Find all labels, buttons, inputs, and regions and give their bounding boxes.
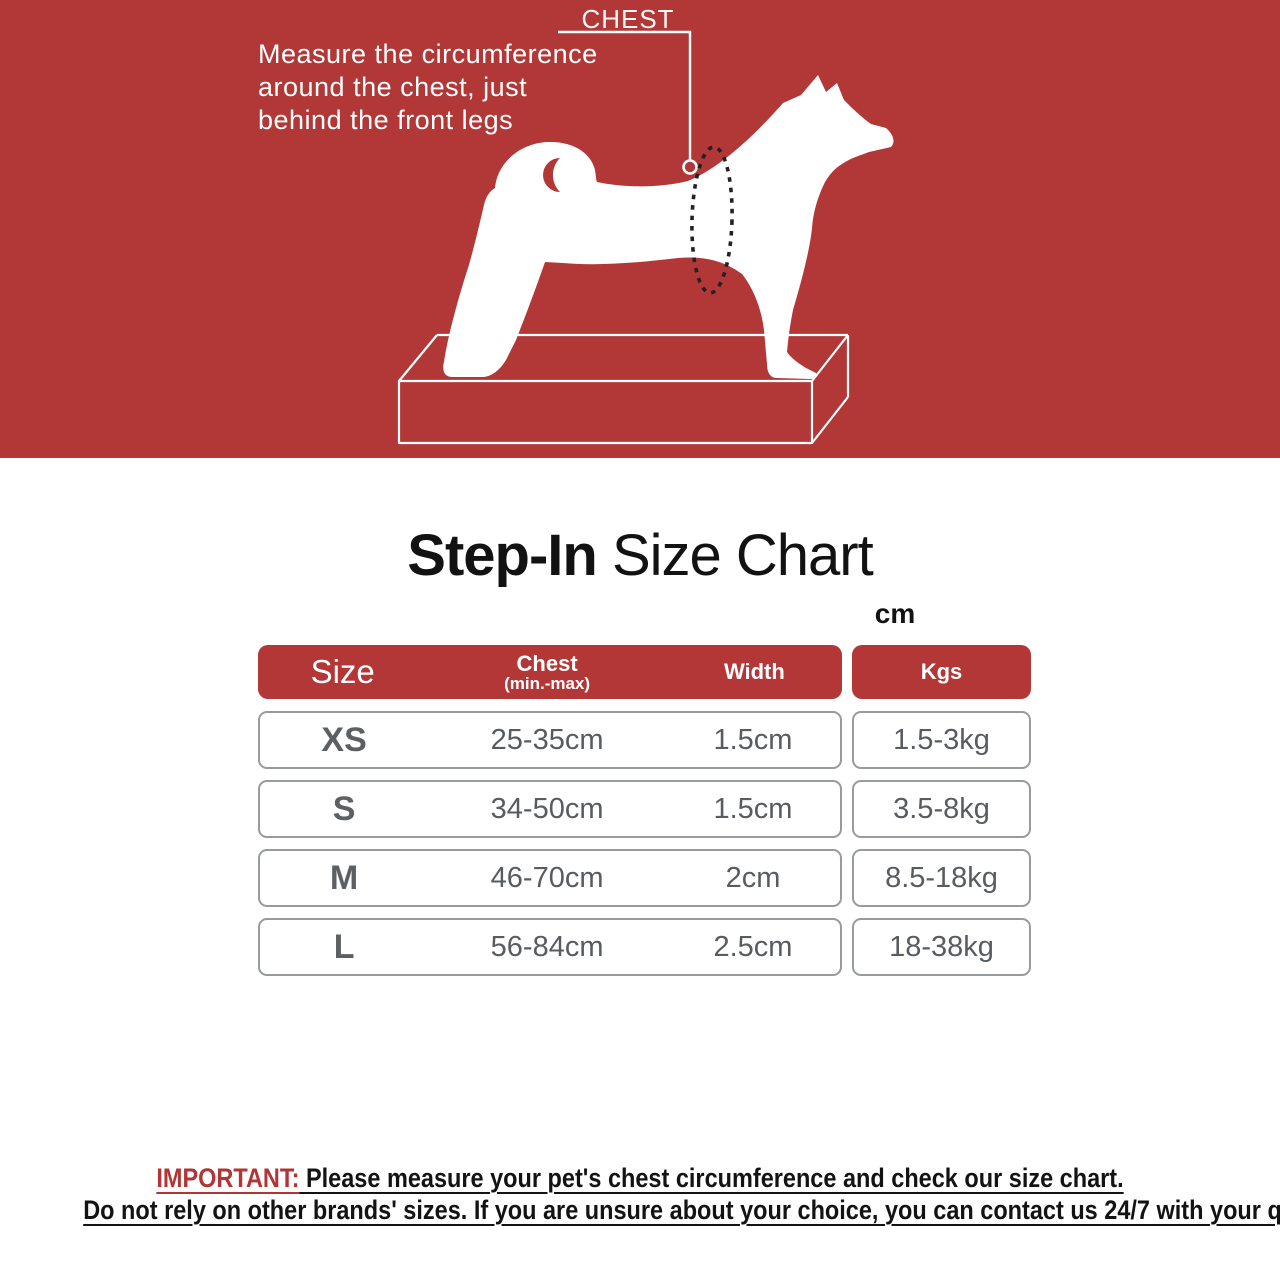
size-cell: XS	[321, 720, 367, 759]
instruction-text: Measure the circumference around the che…	[258, 38, 678, 137]
size-table: Size Chest (min.-max) Width XS 25-35cm 1…	[258, 645, 842, 987]
note-line-1: IMPORTANT: Please measure your pet's che…	[83, 1162, 1197, 1194]
table-row-m: M 46-70cm 2cm	[258, 849, 842, 907]
chest-cell: 46-70cm	[490, 861, 604, 894]
size-cell: M	[329, 858, 359, 897]
size-cell: S	[332, 789, 356, 828]
table-header: Size Chest (min.-max) Width	[258, 645, 842, 699]
important-label: IMPORTANT:	[156, 1163, 300, 1193]
important-note: IMPORTANT: Please measure your pet's che…	[0, 1162, 1280, 1226]
banner-graphics	[397, 30, 894, 445]
measurement-banner: CHEST Measure the circumference around t…	[0, 0, 1280, 458]
instruction-line-2: around the chest, just	[258, 72, 528, 102]
instruction-line-1: Measure the circumference	[258, 39, 598, 69]
chest-cell: 34-50cm	[490, 792, 604, 825]
chest-cell: 56-84cm	[490, 930, 604, 963]
header-width: Width	[723, 659, 785, 684]
chest-measure-ellipse	[690, 145, 734, 295]
note-line-2: Do not rely on other brands' sizes. If y…	[83, 1194, 1280, 1226]
header-chest-title: Chest	[516, 650, 578, 676]
unit-label: cm	[874, 598, 916, 629]
tail-curl-crescent	[543, 158, 560, 192]
instruction-line-3: behind the front legs	[258, 105, 514, 135]
chest-cell: 25-35cm	[490, 723, 604, 756]
header-kgs: Kgs	[852, 645, 1031, 699]
chest-pointer-line	[558, 30, 698, 175]
title-suffix: Size Chart	[596, 523, 874, 588]
header-chest: Chest (min.-max)	[427, 650, 666, 693]
note-line-1-text: Please measure your pet's chest circumfe…	[299, 1163, 1124, 1193]
note-line-2-text: Do not rely on other brands' sizes. If y…	[83, 1195, 1280, 1225]
width-cell: 2cm	[725, 861, 781, 894]
kgs-cell-l: 18-38kg	[852, 918, 1031, 976]
kgs-cell-s: 3.5-8kg	[852, 780, 1031, 838]
width-cell: 1.5cm	[713, 723, 793, 756]
chest-label: CHEST	[581, 4, 675, 34]
header-size: Size	[310, 653, 375, 690]
title-product-name: Step-In	[407, 523, 598, 588]
size-cell: L	[333, 927, 355, 966]
width-cell: 2.5cm	[713, 930, 793, 963]
kgs-table: Kgs 1.5-3kg 3.5-8kg 8.5-18kg 18-38kg	[852, 645, 1031, 987]
table-row-l: L 56-84cm 2.5cm	[258, 918, 842, 976]
width-cell: 1.5cm	[713, 792, 793, 825]
page-title: Step-In Size Chart	[0, 522, 1280, 589]
table-row-s: S 34-50cm 1.5cm	[258, 780, 842, 838]
kgs-cell-xs: 1.5-3kg	[852, 711, 1031, 769]
table-row-xs: XS 25-35cm 1.5cm	[258, 711, 842, 769]
kgs-cell-m: 8.5-18kg	[852, 849, 1031, 907]
header-chest-sub: (min.-max)	[504, 673, 591, 693]
dog-silhouette-icon	[443, 75, 894, 379]
